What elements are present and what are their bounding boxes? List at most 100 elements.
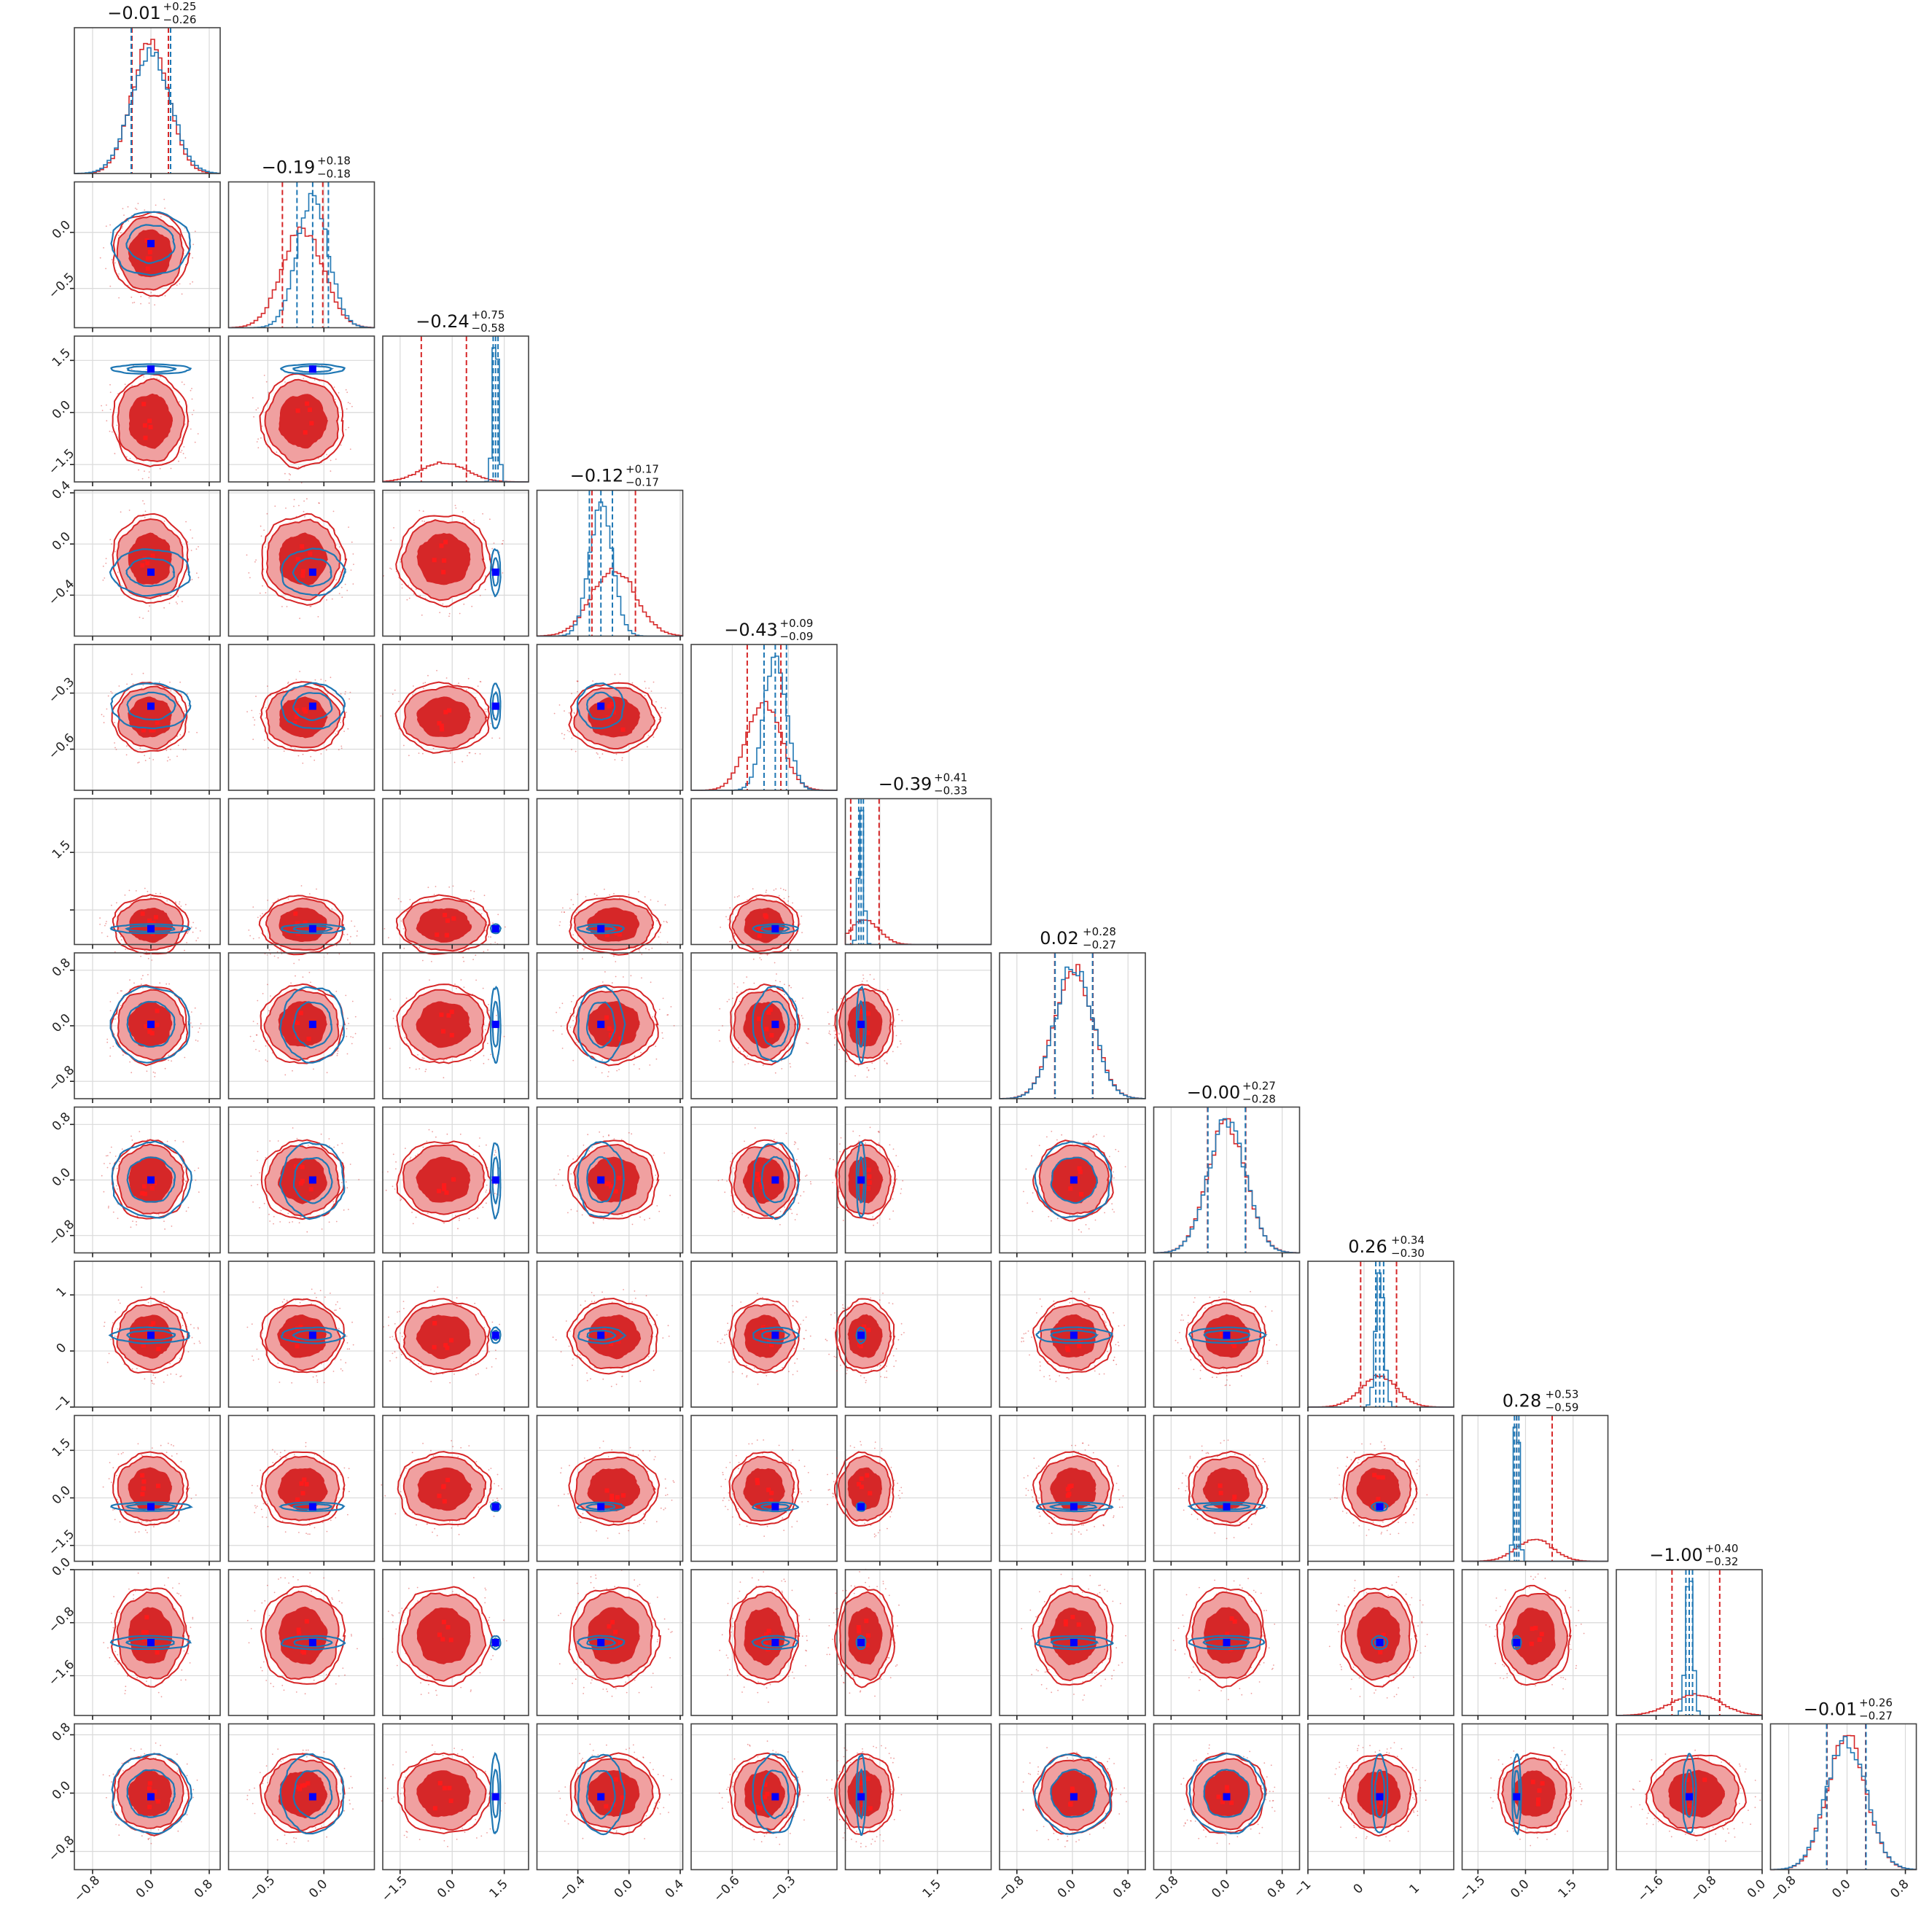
- scatter-point: [1044, 1671, 1046, 1673]
- scatter-point: [569, 924, 571, 926]
- mode-marker: [140, 911, 145, 916]
- scatter-point: [128, 889, 131, 892]
- scatter-point: [185, 1210, 187, 1212]
- scatter-point: [265, 1157, 267, 1158]
- scatter-point: [346, 1348, 348, 1350]
- scatter-point: [829, 1654, 830, 1656]
- scatter-point: [801, 1501, 803, 1503]
- scatter-point: [1022, 1337, 1024, 1339]
- scatter-point: [469, 752, 471, 754]
- scatter-point: [1113, 1312, 1115, 1314]
- scatter-point: [732, 1493, 734, 1495]
- scatter-point: [309, 1584, 311, 1586]
- scatter-point: [638, 1691, 640, 1694]
- panel-7-2: [381, 1106, 529, 1258]
- mode-marker: [618, 1036, 623, 1041]
- scatter-point: [336, 1054, 338, 1056]
- scatter-point: [350, 569, 352, 571]
- mode-marker: [442, 1187, 447, 1191]
- scatter-point: [348, 1209, 349, 1210]
- mode-marker: [435, 932, 440, 938]
- scatter-point: [266, 1060, 268, 1062]
- mode-marker: [148, 424, 153, 429]
- scatter-point: [184, 710, 186, 712]
- scatter-point: [346, 1342, 348, 1344]
- scatter-point: [784, 983, 785, 986]
- scatter-point: [142, 986, 144, 989]
- hist-title-lower-2: −0.58: [472, 322, 505, 335]
- scatter-point: [177, 596, 179, 598]
- scatter-point: [731, 1631, 732, 1633]
- scatter-point: [395, 1357, 397, 1359]
- scatter-point: [179, 734, 182, 736]
- scatter-point: [1180, 1348, 1182, 1349]
- mode-marker: [308, 551, 313, 556]
- scatter-point: [320, 1133, 322, 1135]
- scatter-point: [757, 1383, 759, 1385]
- scatter-point: [346, 933, 348, 935]
- scatter-point: [576, 680, 578, 682]
- scatter-point: [114, 742, 116, 744]
- hist-series-b: [383, 347, 529, 483]
- panel-frame: [382, 952, 529, 1099]
- scatter-point: [1212, 1376, 1213, 1379]
- scatter-point: [477, 1218, 478, 1219]
- contour-b-outer: [280, 1326, 346, 1344]
- scatter-point: [735, 1454, 737, 1457]
- scatter-point: [1102, 1524, 1105, 1526]
- scatter-point: [262, 1503, 265, 1505]
- scatter-point: [880, 1678, 882, 1680]
- scatter-point: [853, 1592, 855, 1594]
- truth-marker: [491, 702, 499, 710]
- scatter-point: [1038, 1145, 1040, 1147]
- scatter-point: [591, 1679, 593, 1681]
- scatter-point: [631, 1223, 634, 1226]
- scatter-point: [1250, 1290, 1251, 1293]
- scatter-point: [459, 1220, 460, 1221]
- scatter-point: [99, 924, 101, 925]
- scatter-point: [403, 1307, 405, 1309]
- mode-marker: [439, 723, 444, 728]
- scatter-point: [113, 1596, 115, 1597]
- scatter-point: [611, 1449, 613, 1451]
- scatter-point: [184, 903, 187, 905]
- scatter-point: [1384, 1444, 1385, 1446]
- scatter-point: [1053, 1306, 1056, 1307]
- scatter-point: [253, 416, 254, 418]
- scatter-point: [466, 1368, 468, 1370]
- mode-marker: [868, 1491, 873, 1496]
- mode-marker: [768, 1498, 774, 1503]
- contour-b-outer: [489, 1326, 502, 1344]
- scatter-point: [1233, 1537, 1235, 1538]
- panel-6-4: [690, 952, 838, 1103]
- scatter-point: [573, 1015, 574, 1017]
- scatter-point: [194, 1169, 195, 1172]
- panel-5-4: [690, 798, 838, 964]
- scatter-point: [140, 295, 142, 297]
- mode-marker: [300, 1649, 305, 1654]
- scatter-point: [879, 1364, 881, 1366]
- scatter-point: [269, 1140, 271, 1142]
- scatter-point: [439, 612, 441, 614]
- scatter-point: [1241, 1694, 1243, 1696]
- scatter-point: [1358, 1525, 1360, 1527]
- scatter-point: [558, 704, 561, 706]
- scatter-point: [142, 618, 144, 619]
- y-tick-label: 1.5: [50, 1436, 74, 1460]
- contour-b-outer: [577, 1326, 627, 1344]
- scatter-point: [739, 1000, 741, 1002]
- scatter-point: [255, 1507, 257, 1509]
- mode-marker: [142, 1184, 147, 1189]
- scatter-point: [448, 886, 451, 888]
- scatter-point: [387, 1171, 389, 1173]
- contour-a-outer: [260, 1298, 346, 1374]
- scatter-point: [347, 728, 349, 730]
- scatter-point: [462, 957, 464, 959]
- scatter-point: [121, 585, 123, 587]
- scatter-point: [141, 978, 142, 980]
- scatter-point: [427, 674, 429, 677]
- scatter-point: [1366, 1535, 1368, 1536]
- mode-marker: [156, 1484, 160, 1489]
- scatter-point: [1177, 1487, 1180, 1489]
- scatter-point: [283, 1298, 285, 1301]
